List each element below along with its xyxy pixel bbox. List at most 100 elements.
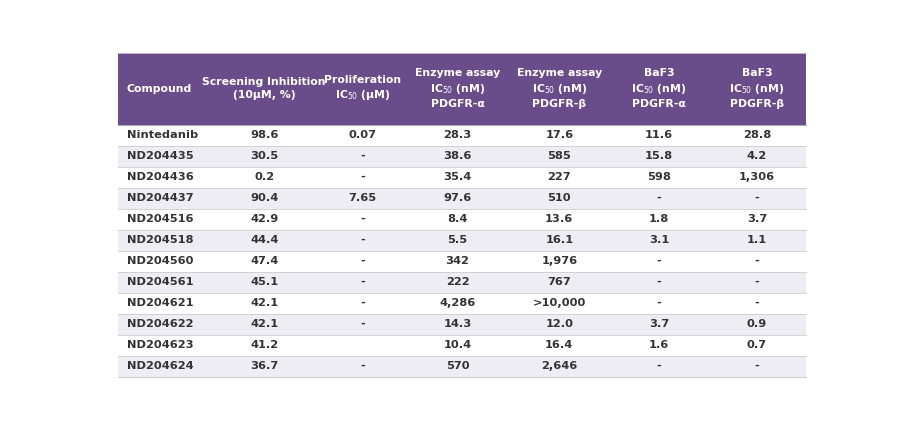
Bar [118, 292, 806, 314]
Text: -: - [657, 256, 661, 266]
Bar [118, 356, 806, 377]
Bar [118, 209, 806, 230]
Text: 0.07: 0.07 [348, 130, 376, 140]
Text: ND204622: ND204622 [126, 319, 193, 329]
Text: -: - [360, 319, 365, 329]
Text: -: - [657, 361, 661, 371]
Text: -: - [755, 193, 759, 203]
Text: 8.4: 8.4 [447, 214, 467, 224]
Text: 222: 222 [446, 277, 469, 287]
Text: 17.6: 17.6 [545, 130, 574, 140]
Text: -: - [360, 151, 365, 161]
Text: -: - [755, 277, 759, 287]
Text: Screening Inhibition
(10μM, %): Screening Inhibition (10μM, %) [202, 77, 326, 100]
Text: -: - [755, 298, 759, 308]
Text: 1,306: 1,306 [739, 172, 775, 182]
Text: Proliferation
IC$_{50}$ (μM): Proliferation IC$_{50}$ (μM) [324, 75, 401, 102]
Text: 97.6: 97.6 [444, 193, 472, 203]
Text: 14.3: 14.3 [444, 319, 472, 329]
Text: 35.4: 35.4 [444, 172, 472, 182]
Text: -: - [360, 214, 365, 224]
Text: 3.7: 3.7 [747, 214, 767, 224]
Text: ND204435: ND204435 [126, 151, 193, 161]
Text: 0.9: 0.9 [747, 319, 767, 329]
Text: Nintedanib: Nintedanib [126, 130, 198, 140]
Text: 7.65: 7.65 [348, 193, 377, 203]
Text: 38.6: 38.6 [443, 151, 472, 161]
Bar [118, 125, 806, 146]
Text: 13.6: 13.6 [545, 214, 574, 224]
Bar [118, 53, 806, 125]
Text: 42.1: 42.1 [250, 319, 278, 329]
Text: 47.4: 47.4 [250, 256, 279, 266]
Text: 2,646: 2,646 [541, 361, 577, 371]
Text: 16.4: 16.4 [545, 340, 574, 350]
Text: 90.4: 90.4 [250, 193, 279, 203]
Text: 1.8: 1.8 [649, 214, 669, 224]
Text: 570: 570 [446, 361, 469, 371]
Text: 41.2: 41.2 [250, 340, 278, 350]
Text: 1,976: 1,976 [541, 256, 577, 266]
Text: 1.6: 1.6 [649, 340, 669, 350]
Text: 16.1: 16.1 [545, 235, 574, 245]
Text: ND204516: ND204516 [126, 214, 193, 224]
Text: -: - [755, 256, 759, 266]
Bar [118, 146, 806, 167]
Text: ND204623: ND204623 [126, 340, 193, 350]
Bar [118, 187, 806, 209]
Bar [118, 334, 806, 356]
Text: ND204561: ND204561 [126, 277, 193, 287]
Text: 5.5: 5.5 [447, 235, 467, 245]
Text: 3.1: 3.1 [649, 235, 669, 245]
Bar [118, 272, 806, 292]
Text: Compound: Compound [126, 84, 192, 94]
Text: 585: 585 [548, 151, 571, 161]
Text: 42.1: 42.1 [250, 298, 278, 308]
Text: 98.6: 98.6 [250, 130, 279, 140]
Text: -: - [657, 277, 661, 287]
Text: 510: 510 [548, 193, 571, 203]
Text: 4.2: 4.2 [747, 151, 767, 161]
Text: 598: 598 [647, 172, 671, 182]
Text: 11.6: 11.6 [645, 130, 673, 140]
Text: >10,000: >10,000 [532, 298, 586, 308]
Text: 42.9: 42.9 [250, 214, 279, 224]
Text: 0.7: 0.7 [747, 340, 767, 350]
Text: 15.8: 15.8 [645, 151, 673, 161]
Text: 4,286: 4,286 [439, 298, 475, 308]
Text: 45.1: 45.1 [250, 277, 278, 287]
Text: 36.7: 36.7 [250, 361, 279, 371]
Text: BaF3
IC$_{50}$ (nM)
PDGFR-α: BaF3 IC$_{50}$ (nM) PDGFR-α [631, 68, 686, 109]
Bar [118, 314, 806, 334]
Text: ND204518: ND204518 [126, 235, 193, 245]
Text: BaF3
IC$_{50}$ (nM)
PDGFR-β: BaF3 IC$_{50}$ (nM) PDGFR-β [730, 68, 785, 109]
Text: 767: 767 [548, 277, 571, 287]
Text: 1.1: 1.1 [747, 235, 767, 245]
Text: -: - [360, 172, 365, 182]
Text: Enzyme assay
IC$_{50}$ (nM)
PDGFR-β: Enzyme assay IC$_{50}$ (nM) PDGFR-β [517, 68, 602, 109]
Text: -: - [657, 298, 661, 308]
Text: ND204437: ND204437 [126, 193, 193, 203]
Text: 30.5: 30.5 [250, 151, 278, 161]
Text: -: - [360, 277, 365, 287]
Text: -: - [657, 193, 661, 203]
Text: 227: 227 [548, 172, 571, 182]
Text: 342: 342 [446, 256, 469, 266]
Text: -: - [360, 361, 365, 371]
Text: 44.4: 44.4 [250, 235, 279, 245]
Text: ND204624: ND204624 [126, 361, 193, 371]
Bar [118, 167, 806, 187]
Text: ND204621: ND204621 [126, 298, 193, 308]
Text: -: - [360, 235, 365, 245]
Bar [118, 251, 806, 272]
Text: Enzyme assay
IC$_{50}$ (nM)
PDGFR-α: Enzyme assay IC$_{50}$ (nM) PDGFR-α [415, 68, 500, 109]
Text: 28.3: 28.3 [444, 130, 472, 140]
Text: -: - [755, 361, 759, 371]
Text: -: - [360, 256, 365, 266]
Text: ND204436: ND204436 [126, 172, 193, 182]
Text: 0.2: 0.2 [254, 172, 274, 182]
Text: -: - [360, 298, 365, 308]
Text: 12.0: 12.0 [546, 319, 574, 329]
Text: 28.8: 28.8 [743, 130, 771, 140]
Bar [118, 230, 806, 251]
